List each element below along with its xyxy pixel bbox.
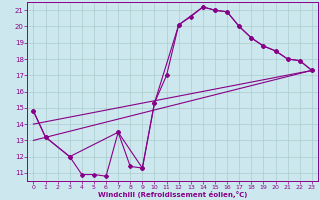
X-axis label: Windchill (Refroidissement éolien,°C): Windchill (Refroidissement éolien,°C) [98,191,247,198]
